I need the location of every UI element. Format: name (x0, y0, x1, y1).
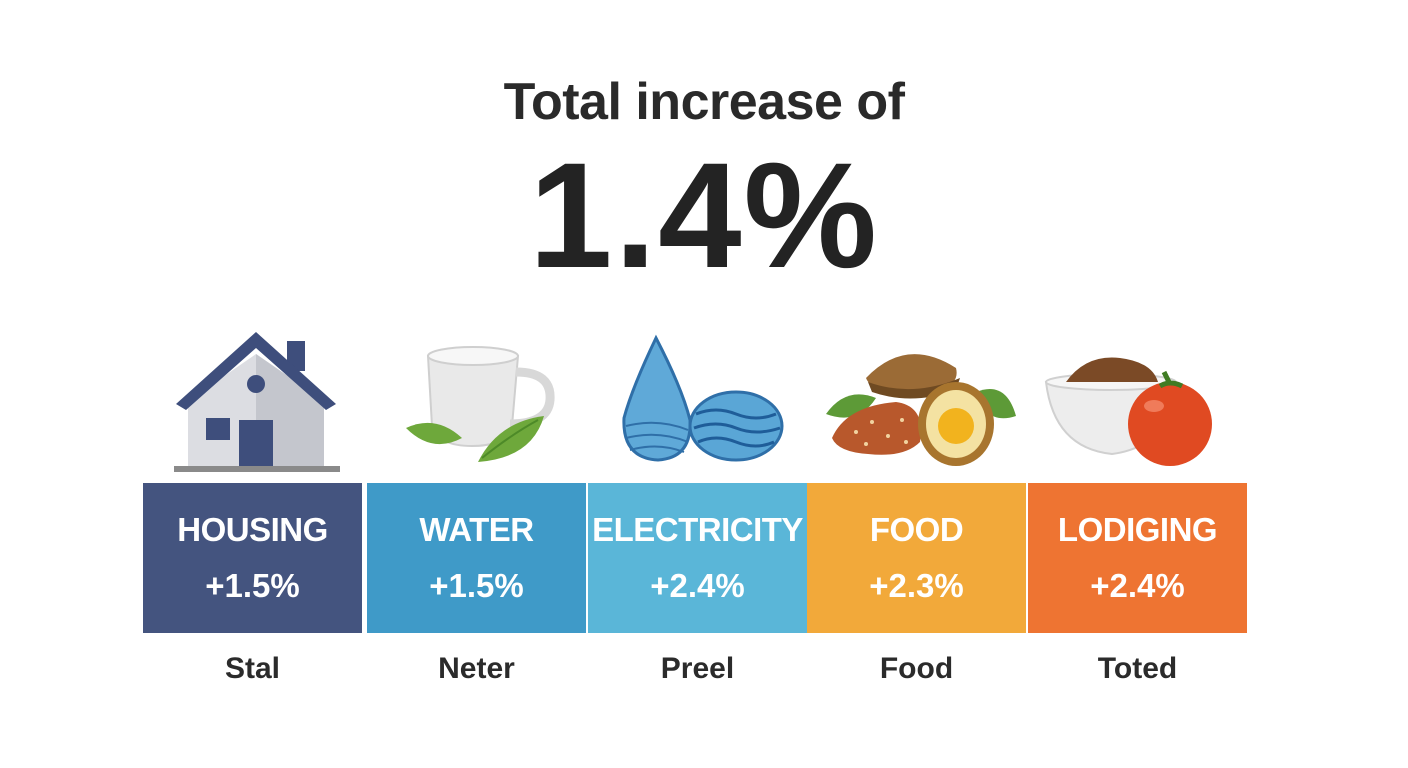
category-value: +1.5% (429, 567, 524, 604)
category-value: +2.3% (869, 567, 964, 604)
category-box-housing: HOUSING +1.5% (143, 483, 362, 633)
category-caption: Food (879, 652, 954, 685)
category-name: LODIGING (1057, 511, 1218, 548)
category-name: WATER (419, 511, 534, 548)
category-box-lodiging: LODIGING +2.4% (1028, 483, 1247, 633)
water-drop-icon (586, 326, 806, 474)
category-box-electricity: ELECTRICITY +2.4% (588, 483, 807, 633)
category-name: ELECTRICITY (592, 511, 803, 548)
category-box-water: WATER +1.5% (367, 483, 586, 633)
category-caption: Neter (438, 652, 515, 685)
category-value: +2.4% (650, 567, 745, 604)
category-box-food: FOOD +2.3% (807, 483, 1026, 633)
category-caption: Preel (660, 652, 735, 685)
category-name: FOOD (869, 511, 964, 548)
total-increase-value: 1.4% (529, 131, 879, 299)
category-caption: Toted (1097, 652, 1178, 685)
house-icon (146, 326, 366, 474)
cup-icon (366, 326, 586, 474)
category-value: +1.5% (205, 567, 300, 604)
category-name: HOUSING (177, 511, 328, 548)
category-value: +2.4% (1090, 567, 1185, 604)
headline: Total increase of (503, 73, 905, 131)
category-caption: Stal (224, 652, 281, 685)
food-icon (806, 326, 1026, 474)
bowl-tomato-icon (1026, 326, 1246, 474)
